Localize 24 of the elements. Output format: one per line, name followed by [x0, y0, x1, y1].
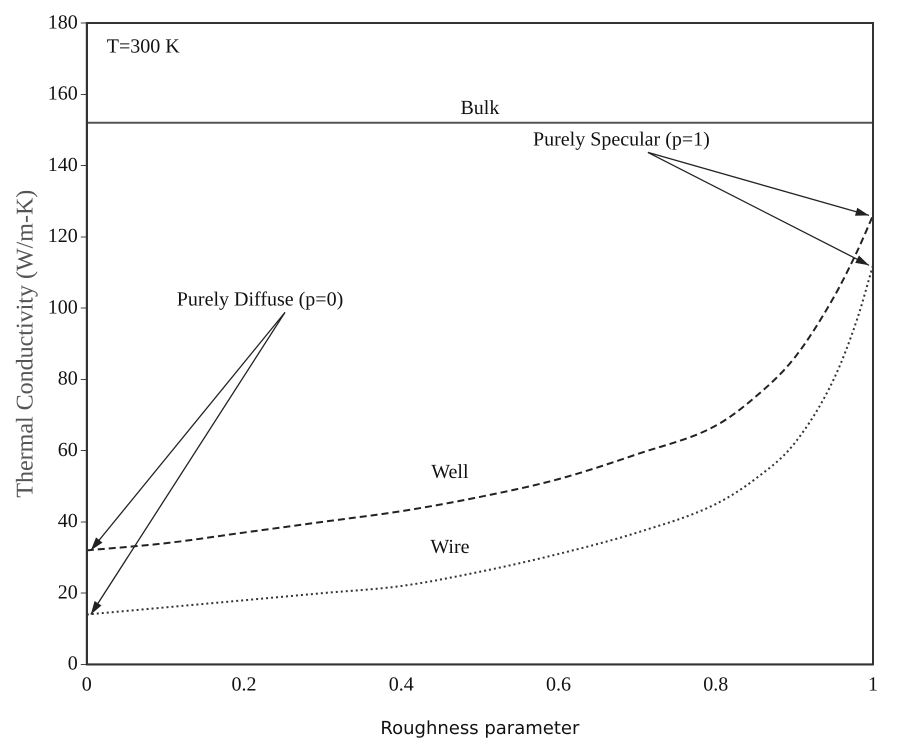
x-axis-title: Roughness parameter [380, 718, 580, 739]
y-tick-label: 0 [68, 652, 78, 675]
y-tick-label: 100 [48, 296, 78, 318]
y-axis-title: Thermal Conductivity (W/m-K) [12, 190, 39, 498]
x-tick-label: 0.6 [546, 674, 572, 696]
y-tick-label: 120 [48, 225, 78, 248]
x-tick-label: 1 [868, 674, 878, 696]
x-tick-label: 0.4 [388, 674, 414, 696]
annotation: Purely Specular (p=1) [533, 128, 710, 151]
y-tick-label: 140 [48, 154, 78, 176]
annotation: T=300 K [106, 35, 180, 58]
y-tick-label: 40 [58, 510, 78, 532]
series-label: Well [431, 461, 469, 484]
x-tick-label: 0.2 [232, 674, 257, 696]
y-tick-label: 160 [48, 82, 78, 105]
series-label: Wire [430, 536, 470, 558]
x-tick-label: 0 [82, 674, 92, 696]
ref-line-label: Bulk [460, 97, 500, 120]
y-tick-label: 80 [58, 368, 78, 390]
annotation: Purely Diffuse (p=0) [176, 288, 344, 311]
y-tick-label: 20 [58, 581, 78, 604]
y-tick-label: 180 [48, 11, 78, 34]
y-tick-label: 60 [58, 438, 78, 461]
x-tick-label: 0.8 [703, 674, 728, 696]
